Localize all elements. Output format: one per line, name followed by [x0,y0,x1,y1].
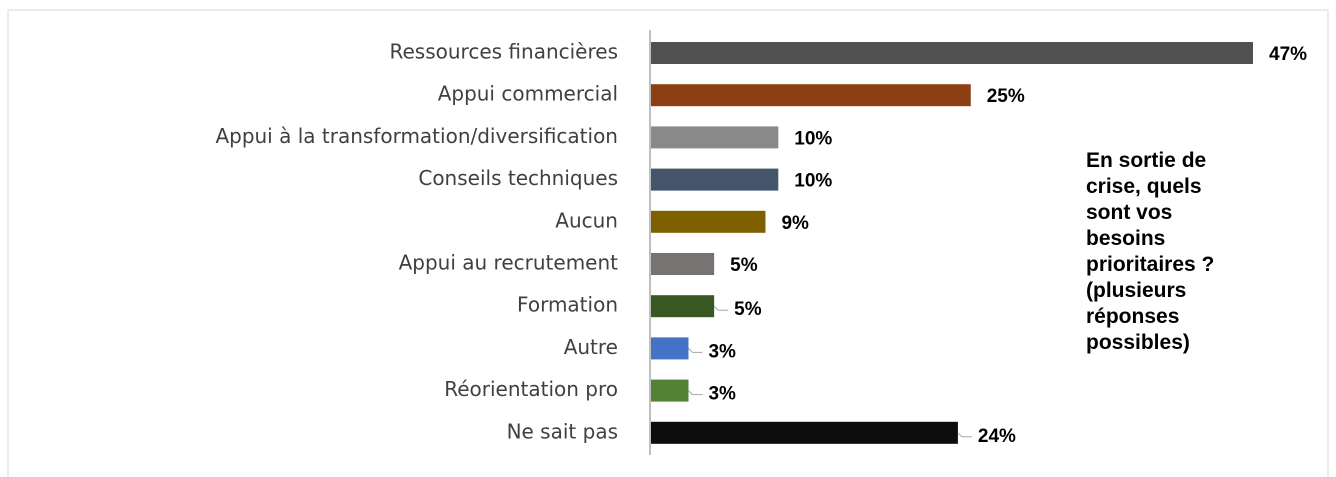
category-label: Ressources financières [390,40,619,64]
leader-line [688,348,703,353]
category-label: Autre [564,335,618,359]
category-label: Appui commercial [438,82,618,106]
category-label: Ne sait pas [507,419,618,443]
bar [651,379,689,402]
value-label: 9% [781,213,809,234]
category-label: Appui à la transformation/diversificatio… [215,124,618,148]
leader-line [957,432,972,438]
chart-title: En sortie de crise, quels sont vos besoi… [1086,149,1215,354]
value-label: 24% [978,426,1016,447]
bar [651,126,779,149]
category-label: Formation [517,293,618,317]
value-label: 10% [794,171,832,192]
value-label: 5% [730,255,758,276]
value-label: 5% [734,299,762,320]
category-label: Réorientation pro [444,377,618,401]
bar [651,337,689,360]
value-label: 3% [708,341,736,362]
bar [651,84,971,107]
bar [651,42,1253,64]
bar [651,421,958,444]
value-label: 25% [987,86,1025,107]
frame [7,9,1329,477]
category-label: Aucun [555,208,618,232]
value-label: 3% [708,384,736,405]
bar [651,210,766,233]
leader-line [713,305,729,311]
value-label: 10% [794,128,832,149]
value-label: 47% [1269,44,1307,65]
bar [651,253,715,275]
leader-line [688,390,703,396]
bar [651,295,715,318]
category-label: Appui au recrutement [399,251,619,275]
bar [651,168,779,191]
category-label: Conseils techniques [418,166,618,190]
